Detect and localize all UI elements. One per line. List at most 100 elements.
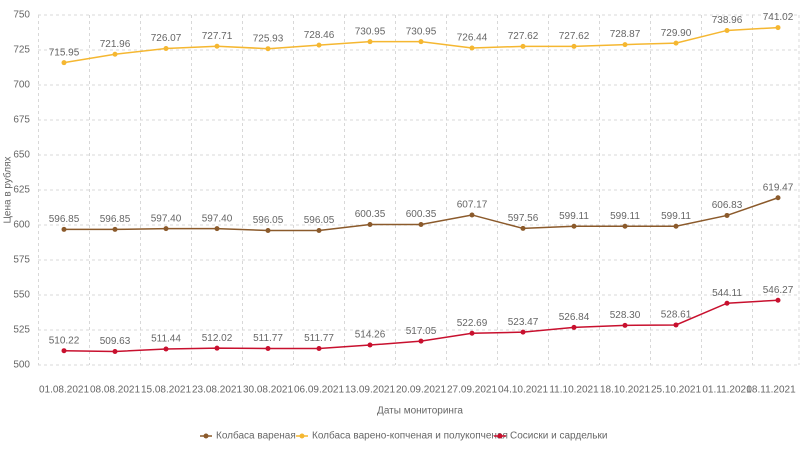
data-point xyxy=(622,42,628,48)
data-label: 725.93 xyxy=(253,33,284,44)
legend-swatch xyxy=(299,433,305,439)
data-label: 522.69 xyxy=(457,318,488,329)
data-point xyxy=(367,222,373,228)
data-point xyxy=(418,222,424,228)
x-tick-label: 18.10.2021 xyxy=(600,385,650,396)
x-tick-label: 04.10.2021 xyxy=(498,385,548,396)
y-tick-label: 650 xyxy=(13,150,30,161)
data-point xyxy=(316,42,322,48)
data-label: 619.47 xyxy=(763,182,794,193)
data-point xyxy=(673,223,679,229)
x-tick-label: 27.09.2021 xyxy=(447,385,497,396)
y-tick-label: 525 xyxy=(13,325,30,336)
data-point xyxy=(520,225,526,231)
data-label: 599.11 xyxy=(559,211,589,222)
data-point xyxy=(775,195,781,201)
data-point xyxy=(724,212,730,218)
y-tick-label: 675 xyxy=(13,115,30,126)
data-label: 606.83 xyxy=(712,200,743,211)
data-point xyxy=(622,322,628,328)
data-point xyxy=(163,346,169,352)
data-label: 728.46 xyxy=(304,30,335,41)
data-point xyxy=(775,25,781,31)
data-point xyxy=(112,226,118,232)
y-tick-label: 625 xyxy=(13,185,30,196)
x-tick-label: 06.09.2021 xyxy=(294,385,344,396)
data-point xyxy=(61,60,67,66)
y-tick-label: 500 xyxy=(13,360,30,371)
data-label: 599.11 xyxy=(661,211,691,222)
data-point xyxy=(469,330,475,336)
data-point xyxy=(316,228,322,234)
data-point xyxy=(469,212,475,218)
x-tick-label: 13.09.2021 xyxy=(345,385,395,396)
legend-swatch xyxy=(203,433,209,439)
data-label: 728.87 xyxy=(610,29,641,40)
data-label: 597.40 xyxy=(151,213,182,224)
data-label: 511.77 xyxy=(304,333,334,344)
data-label: 721.96 xyxy=(100,39,131,50)
data-point xyxy=(265,46,271,52)
data-label: 596.85 xyxy=(100,214,131,225)
data-point xyxy=(214,345,220,351)
x-tick-label: 23.08.2021 xyxy=(192,385,242,396)
data-point xyxy=(418,338,424,344)
data-label: 600.35 xyxy=(406,209,437,220)
data-point xyxy=(571,43,577,49)
legend-swatch xyxy=(497,433,503,439)
data-label: 511.44 xyxy=(151,334,181,345)
data-label: 727.71 xyxy=(202,31,233,42)
data-label: 528.30 xyxy=(610,310,641,321)
data-point xyxy=(622,223,628,229)
data-label: 511.77 xyxy=(253,333,283,344)
data-point xyxy=(112,349,118,355)
x-axis-label: Даты мониторинга xyxy=(377,406,463,417)
data-label: 523.47 xyxy=(508,317,539,328)
data-label: 510.22 xyxy=(49,335,80,346)
y-tick-label: 550 xyxy=(13,290,30,301)
x-tick-label: 11.10.2021 xyxy=(549,385,599,396)
legend-label: Колбаса вареная xyxy=(216,430,296,442)
data-label: 715.95 xyxy=(49,47,80,58)
x-tick-label: 08.08.2021 xyxy=(90,385,140,396)
data-label: 514.26 xyxy=(355,330,386,341)
data-label: 729.90 xyxy=(661,28,692,39)
data-point xyxy=(571,324,577,330)
data-point xyxy=(265,346,271,352)
x-tick-label: 08.11.2021 xyxy=(746,385,796,396)
x-tick-label: 01.11.2021 xyxy=(702,385,752,396)
y-tick-label: 700 xyxy=(13,80,30,91)
data-label: 599.11 xyxy=(610,211,640,222)
data-point xyxy=(673,322,679,328)
data-label: 600.35 xyxy=(355,209,386,220)
legend-label: Сосиски и сардельки xyxy=(510,431,607,442)
data-label: 528.61 xyxy=(661,310,692,321)
data-point xyxy=(520,43,526,49)
data-point xyxy=(418,39,424,45)
data-label: 597.56 xyxy=(508,213,539,224)
y-tick-label: 600 xyxy=(13,220,30,231)
data-point xyxy=(163,226,169,232)
x-tick-label: 30.08.2021 xyxy=(243,385,293,396)
x-tick-label: 15.08.2021 xyxy=(141,385,191,396)
data-label: 526.84 xyxy=(559,312,590,323)
data-label: 596.05 xyxy=(253,215,284,226)
data-label: 607.17 xyxy=(457,200,488,211)
data-point xyxy=(112,51,118,57)
data-point xyxy=(214,226,220,232)
data-label: 727.62 xyxy=(508,31,539,42)
x-tick-label: 25.10.2021 xyxy=(651,385,701,396)
data-label: 597.40 xyxy=(202,213,233,224)
data-label: 730.95 xyxy=(406,26,437,37)
data-label: 512.02 xyxy=(202,333,233,344)
data-label: 596.85 xyxy=(49,214,80,225)
data-label: 726.44 xyxy=(457,33,488,44)
data-label: 517.05 xyxy=(406,326,437,337)
y-tick-label: 750 xyxy=(13,10,30,21)
data-point xyxy=(469,45,475,51)
data-label: 509.63 xyxy=(100,336,131,347)
data-point xyxy=(214,43,220,49)
data-point xyxy=(724,300,730,306)
data-point xyxy=(520,329,526,335)
